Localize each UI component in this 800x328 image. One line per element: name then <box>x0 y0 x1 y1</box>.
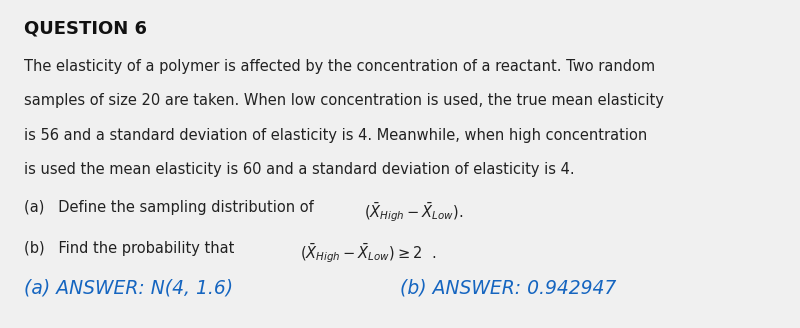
Text: (a) ANSWER: N(4, 1.6): (a) ANSWER: N(4, 1.6) <box>24 279 233 298</box>
Text: (b) ANSWER: 0.942947: (b) ANSWER: 0.942947 <box>400 279 616 298</box>
Text: $(\bar{X}_{High} - \bar{X}_{Low})$.: $(\bar{X}_{High} - \bar{X}_{Low})$. <box>364 200 464 224</box>
Text: is 56 and a standard deviation of elasticity is 4. Meanwhile, when high concentr: is 56 and a standard deviation of elasti… <box>24 128 647 143</box>
Text: samples of size 20 are taken. When low concentration is used, the true mean elas: samples of size 20 are taken. When low c… <box>24 93 664 109</box>
Text: The elasticity of a polymer is affected by the concentration of a reactant. Two : The elasticity of a polymer is affected … <box>24 59 655 74</box>
Text: QUESTION 6: QUESTION 6 <box>24 20 147 38</box>
Text: is used the mean elasticity is 60 and a standard deviation of elasticity is 4.: is used the mean elasticity is 60 and a … <box>24 162 574 177</box>
Text: (b)   Find the probability that: (b) Find the probability that <box>24 241 239 256</box>
Text: (a)   Define the sampling distribution of: (a) Define the sampling distribution of <box>24 200 318 215</box>
Text: $(\bar{X}_{High} - \bar{X}_{Low}) \geq 2$  .: $(\bar{X}_{High} - \bar{X}_{Low}) \geq 2… <box>300 241 436 265</box>
